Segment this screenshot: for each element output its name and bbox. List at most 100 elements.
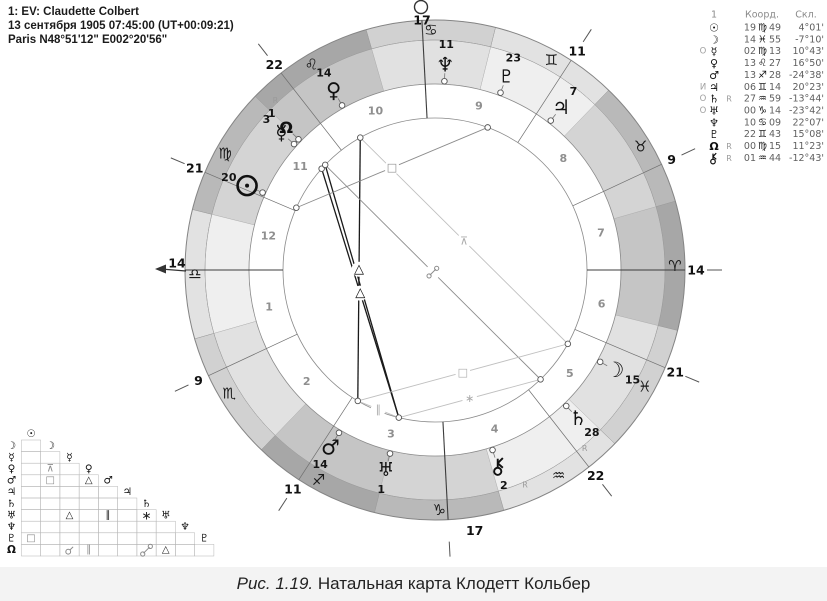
planet-glyph-moon: ☽ [606,358,625,382]
table-planet-glyph-saturn: ♄ [709,93,719,106]
planet-saturn: ♄28 R [537,376,600,453]
sign-glyph-leo: ♌ [305,55,318,73]
birth-info-block: 1: EV: Claudette Colbert 13 сентября 1905… [8,5,234,47]
table-coord-sign: ♑ [758,105,767,116]
house-cusp-10 [421,20,428,119]
table-coord-deg: 06 [744,82,756,93]
house-cusp-4 [442,421,449,520]
planet-marker-dot-chiron [489,446,496,454]
mc-degree-label: 17 [413,13,430,28]
planet-marker-dot-sun [259,189,266,196]
table-coord-sign: ♍ [758,46,767,57]
planet-mercury: ☿3 [263,113,325,172]
grid-col-header-9: ♆ [180,521,189,533]
house-number-7: 7 [597,227,605,240]
house-number-1: 1 [265,300,273,313]
aspect-glyph-parallel: ∥ [376,403,382,416]
grid-row-label-4: ♂ [7,475,16,487]
table-coord-deg: 00 [744,141,756,152]
planet-glyph-uranus: ♅ [377,459,394,481]
grid-aspect-7-7: ∗ [141,508,151,522]
table-row-chiron: R 01 ♒ 44 -12°43' [710,152,824,165]
birth-info-name: 1: EV: Claudette Colbert [8,6,139,18]
planet-degree-jupiter: 7 [570,85,578,98]
figure-caption-bar: Рис. 1.19. Натальная карта Клодетт Кольб… [0,567,827,601]
figure-caption: Рис. 1.19. Натальная карта Клодетт Кольб… [237,574,591,594]
cusp-degree-label-2: 9 [194,373,203,388]
retrograde-mark-chiron: R [522,480,528,489]
planet-degree-chiron: 2 [500,479,508,492]
table-coord-deg: 00 [744,105,756,116]
mc-marker-icon [413,0,429,15]
house-number-8: 8 [559,152,567,165]
cusp-degree-label-12: 21 [186,161,203,176]
grid-col-header-7: ♄ [142,498,151,510]
grid-row-label-5: ♃ [7,486,16,498]
table-marker: O [700,94,707,104]
grid-row-label-1: ☽ [7,440,16,452]
table-row-jupiter: И ♃ 06 ♊ 14 20°23' [700,81,824,94]
aspect-glyph-quincunx: ⊼ [460,234,468,247]
cusp-degree-label-3: 11 [284,481,301,496]
cusp-degree-label-7: 14 [687,263,705,278]
sign-glyph-sagittarius: ♐ [312,471,325,489]
planet-degree-saturn: 28 [584,426,599,439]
grid-aspect-9-1: □ [26,533,35,544]
table-row-saturn: O ♄ R 27 ♒ 59 -13°44' [700,93,824,106]
aspect-glyph-trine: △ [354,262,364,277]
sign-glyph-libra: ♎ [188,265,201,283]
table-row-uranus: O ♅ 00 ♑ 14 -23°42' [700,104,824,117]
birth-info-location: Paris N48°51'12" E002°20'56" [8,34,168,46]
table-row-sun: ☉ 19 ♍ 49 4°01' [709,22,824,35]
house-number-10: 10 [368,104,384,117]
figure-caption-text: Натальная карта Клодетт Кольбер [313,574,591,593]
grid-col-header-5: ♂ [103,475,112,487]
grid-row-label-3: ♀ [8,463,16,475]
table-coord-deg: 14 [744,34,756,45]
grid-row-label-7: ♅ [7,509,16,521]
table-row-venus: ♀ 13 ♌ 27 16°50' [710,57,824,70]
table-decl: -13°44' [789,94,824,105]
house-number-9: 9 [475,99,483,112]
planet-jupiter: ♃7 [547,85,578,124]
table-planet-glyph-venus: ♀ [710,57,718,70]
planet-marker-dot-node [295,136,302,143]
asc-arrow-icon [155,264,166,274]
table-retro: R [726,142,732,151]
planet-uranus: ♅1 [377,414,403,496]
table-retro: R [726,154,732,163]
planet-marker-dot-jupiter [547,117,555,124]
grid-row-label-8: ♆ [7,521,16,533]
figure-caption-number: Рис. 1.19. [236,574,314,593]
planet-glyph-mars: ♂ [321,435,340,459]
aspect-glyph-sextile: ∗ [465,392,474,405]
aspect-endpoint-dot-node [321,161,329,169]
coordinates-table: 1 Коорд. Скл.☉ 19 ♍ 49 4°01'☽ 14 ♓ 55 -7°10'O ☿ 02 ♍ 1… [700,10,824,165]
table-planet-glyph-moon: ☽ [709,33,719,46]
cusp-degree-label-5: 22 [587,468,604,483]
table-header-decl: Скл. [795,10,816,21]
table-row-node: Ω R 00 ♍ 15 11°23' [709,140,824,153]
sign-glyph-aries: ♈ [668,257,681,275]
table-coord-sign: ♓ [758,34,767,45]
planet-marker-dot-uranus [386,450,394,457]
cusp-degree-label-6: 21 [667,364,684,379]
table-coord-min: 13 [769,46,781,57]
grid-col-header-2: ☽ [46,440,55,452]
table-coord-sign: ♍ [758,141,767,152]
aspect-glyph-trine: △ [355,286,365,301]
table-planet-glyph-mars: ♂ [709,69,719,82]
table-coord-min: 55 [769,34,781,45]
sun-glyph-icon [236,174,258,197]
planet-mars: ♂14 [313,397,362,471]
planet-glyph-venus: ♀ [326,79,341,103]
grid-col-header-10: ♇ [200,533,209,545]
house-cusp-8 [572,164,662,207]
grid-aspect-7-5: ∥ [106,510,111,521]
planet-glyph-pluto: ♇ [498,66,514,87]
aspect-glyph-square: □ [458,366,468,379]
table-decl: 11°23' [792,141,824,152]
